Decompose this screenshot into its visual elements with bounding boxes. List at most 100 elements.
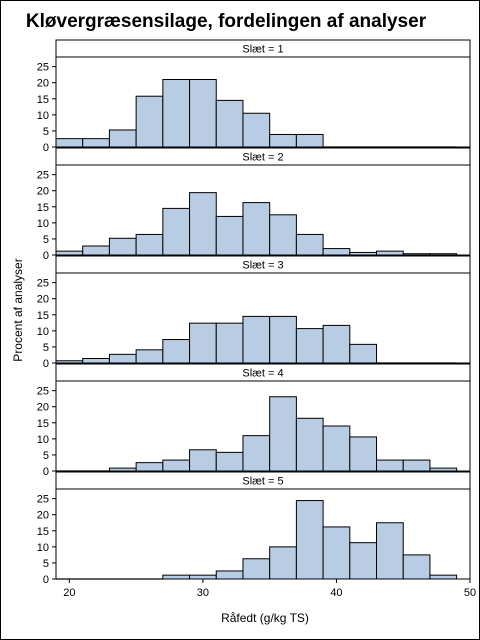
histogram-bar bbox=[82, 358, 110, 364]
histogram-bar bbox=[295, 500, 324, 580]
histogram-bar bbox=[322, 248, 351, 256]
histogram-bar bbox=[269, 315, 297, 364]
y-tick-label: 5 bbox=[43, 342, 49, 354]
histogram-bar bbox=[269, 396, 297, 472]
histogram-bar bbox=[295, 417, 324, 472]
histogram-bar bbox=[322, 324, 351, 364]
histogram-bar bbox=[215, 570, 244, 580]
y-tick-label: 15 bbox=[37, 202, 49, 214]
histogram-bar bbox=[322, 526, 351, 580]
y-tick-label: 20 bbox=[37, 294, 49, 306]
y-tick-label: 10 bbox=[37, 434, 49, 446]
y-tick-label: 15 bbox=[37, 310, 49, 322]
histogram-bar bbox=[55, 360, 84, 364]
histogram-bar bbox=[82, 138, 110, 148]
histogram-bar bbox=[215, 322, 244, 364]
histogram-bar bbox=[189, 574, 217, 580]
histogram-bar bbox=[349, 251, 378, 256]
y-tick-label: 15 bbox=[37, 418, 49, 430]
histogram-bar bbox=[215, 99, 244, 148]
histogram-bar bbox=[242, 202, 271, 256]
histogram-bar bbox=[269, 214, 297, 256]
histogram-bar bbox=[55, 250, 84, 256]
histogram-bar bbox=[189, 79, 217, 148]
histogram-bar bbox=[135, 95, 164, 148]
y-tick-label: 15 bbox=[37, 94, 49, 106]
histogram-bar bbox=[162, 207, 191, 256]
y-tick-label: 10 bbox=[37, 110, 49, 122]
y-tick-label: 5 bbox=[43, 234, 49, 246]
histogram-bar bbox=[242, 558, 271, 580]
y-tick-label: 0 bbox=[43, 142, 49, 154]
x-tick-label: 30 bbox=[197, 587, 209, 599]
x-axis: 20 30 40 50 bbox=[63, 579, 476, 599]
histogram-bar bbox=[376, 522, 404, 580]
histogram-bar bbox=[429, 253, 458, 256]
x-tick-label: 50 bbox=[464, 587, 476, 599]
histogram-bar bbox=[349, 343, 378, 364]
y-tick-label: 5 bbox=[43, 126, 49, 138]
histogram-bar bbox=[295, 233, 324, 256]
y-tick-label: 20 bbox=[37, 186, 49, 198]
y-tick-label: 5 bbox=[43, 558, 49, 570]
histogram-bar bbox=[189, 322, 217, 364]
histogram-bar bbox=[269, 133, 297, 148]
histogram-bar bbox=[135, 233, 164, 256]
histogram-bar bbox=[108, 467, 137, 472]
histogram-bar bbox=[242, 112, 271, 148]
panel-4: Slæt = 4 0 5 10 15 20 25 bbox=[37, 363, 471, 478]
histogram-bar bbox=[135, 349, 164, 364]
panel-strip-label: Slæt = 1 bbox=[242, 44, 283, 56]
histogram-bar bbox=[349, 542, 378, 580]
panel-strip-label: Slæt = 2 bbox=[242, 152, 283, 164]
histogram-bar bbox=[162, 459, 191, 472]
y-tick-label: 20 bbox=[37, 78, 49, 90]
x-tick-label: 20 bbox=[63, 587, 75, 599]
histogram-bar bbox=[135, 462, 164, 472]
histogram-bar bbox=[189, 192, 217, 256]
y-tick-label: 20 bbox=[37, 402, 49, 414]
histogram-bar bbox=[162, 79, 191, 148]
panel-2: Slæt = 2 0 5 10 15 20 25 bbox=[37, 147, 471, 262]
histogram-bar bbox=[402, 459, 431, 472]
histogram-bar bbox=[295, 133, 324, 148]
panel-strip-label: Slæt = 4 bbox=[242, 368, 283, 380]
histogram-bar bbox=[322, 425, 351, 472]
histogram-bar bbox=[82, 245, 110, 256]
histogram-bar bbox=[429, 467, 458, 472]
histogram-bar bbox=[376, 459, 404, 472]
x-axis-label: Råfedt (g/kg TS) bbox=[221, 611, 309, 625]
histogram-bar bbox=[429, 574, 458, 580]
histogram-bar bbox=[349, 436, 378, 472]
y-tick-label: 15 bbox=[37, 526, 49, 538]
panel-strip-label: Slæt = 5 bbox=[242, 476, 283, 488]
y-tick-label: 10 bbox=[37, 326, 49, 338]
y-tick-label: 0 bbox=[43, 250, 49, 262]
panel-3: Slæt = 3 0 5 10 15 20 25 bbox=[37, 255, 471, 370]
histogram-bar bbox=[108, 129, 137, 148]
histogram-bar bbox=[108, 237, 137, 256]
y-tick-label: 10 bbox=[37, 542, 49, 554]
y-tick-label: 0 bbox=[43, 574, 49, 586]
panel-5: Slæt = 5 0 5 10 15 20 25 bbox=[37, 471, 471, 586]
histogram-bar bbox=[215, 451, 244, 472]
y-tick-label: 10 bbox=[37, 218, 49, 230]
y-tick-label: 25 bbox=[37, 62, 49, 74]
y-tick-label: 20 bbox=[37, 510, 49, 522]
histogram-bar bbox=[108, 353, 137, 364]
y-tick-label: 0 bbox=[43, 358, 49, 370]
y-tick-label: 5 bbox=[43, 450, 49, 462]
histogram-bar bbox=[295, 328, 324, 364]
histogram-bar bbox=[376, 250, 404, 256]
y-axis-label: Procent af analyser bbox=[11, 258, 25, 361]
histogram-bar bbox=[189, 449, 217, 472]
panel-strip-label: Slæt = 3 bbox=[242, 260, 283, 272]
y-tick-label: 25 bbox=[37, 494, 49, 506]
histogram-bar bbox=[269, 546, 297, 580]
histogram-bar bbox=[242, 315, 271, 364]
histogram-bar bbox=[402, 554, 431, 580]
chart-title: Kløvergræsensilage, fordelingen af analy… bbox=[26, 11, 427, 32]
y-tick-label: 25 bbox=[37, 278, 49, 290]
